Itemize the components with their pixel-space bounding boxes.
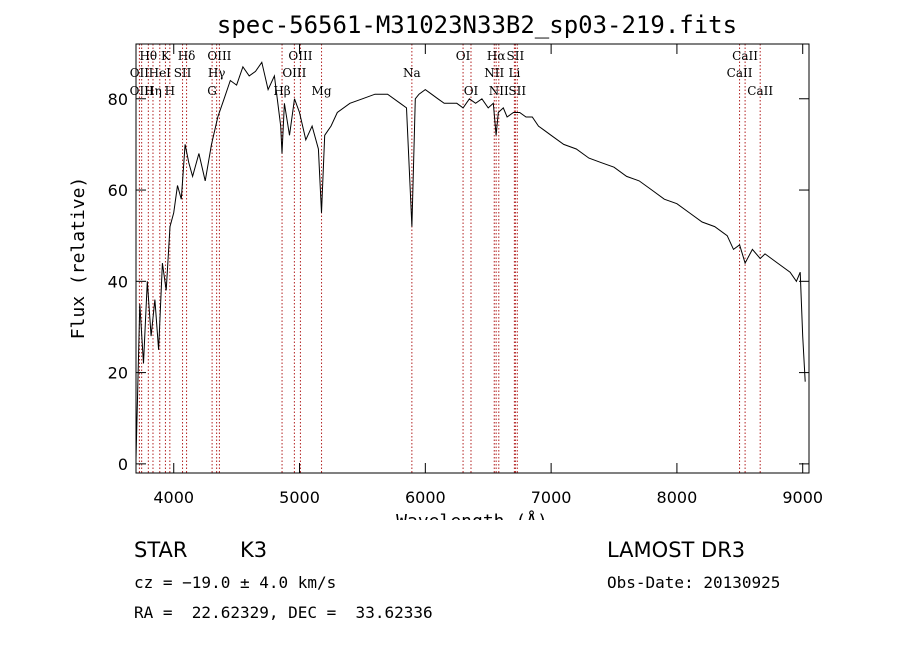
line-label: HeI: [149, 66, 172, 80]
line-label: Hβ: [273, 84, 290, 98]
line-label: NII: [489, 84, 509, 98]
y-tick-label: 0: [118, 455, 128, 474]
line-label: Hα: [487, 49, 506, 63]
line-label: Hγ: [208, 66, 226, 80]
y-axis-ticks: 0 20 40 60 80: [108, 90, 809, 474]
y-tick-label: 40: [108, 272, 128, 291]
line-label: K: [161, 49, 171, 63]
x-tick-label: 8000: [657, 488, 698, 507]
object-subclass: K3: [240, 538, 268, 562]
line-label: NII: [484, 66, 504, 80]
line-label: OII: [130, 66, 150, 80]
line-label: SII: [508, 84, 526, 98]
line-label: OI: [456, 49, 471, 63]
line-label: Hθ: [139, 49, 157, 63]
redshift-cz: cz = −19.0 ± 4.0 km/s: [134, 573, 337, 592]
y-axis-label: Flux (relative): [68, 177, 89, 340]
line-label: OIII: [288, 49, 312, 63]
x-axis-label: Wavelength (Å): [396, 510, 548, 520]
x-axis-ticks: 4000 5000 6000 7000 8000 9000: [153, 44, 823, 507]
line-label: Mg: [312, 84, 332, 98]
line-label: Hδ: [178, 49, 196, 63]
object-class: STAR: [134, 538, 188, 562]
x-tick-label: 6000: [405, 488, 446, 507]
line-label: SII: [507, 49, 525, 63]
y-tick-label: 80: [108, 90, 128, 109]
spectral-line-markers: [138, 44, 761, 473]
line-label: SII: [174, 66, 192, 80]
line-label: CaII: [727, 66, 753, 80]
line-label: OIII: [282, 66, 306, 80]
y-tick-label: 20: [108, 364, 128, 383]
ra-dec: RA = 22.62329, DEC = 33.62336: [134, 603, 433, 622]
spectrum-chart: spec-56561-M31023N33B2_sp03-219.fits Hθ O…: [68, 11, 823, 520]
obs-date: Obs-Date: 20130925: [607, 573, 781, 592]
plot-frame: [135, 43, 810, 474]
line-label: H: [165, 84, 175, 98]
flux-series-line: [135, 61, 806, 460]
x-tick-label: 9000: [782, 488, 823, 507]
chart-title: spec-56561-M31023N33B2_sp03-219.fits: [217, 11, 737, 39]
y-tick-label: 60: [108, 181, 128, 200]
x-tick-label: 7000: [531, 488, 572, 507]
survey-name: LAMOST DR3: [607, 538, 746, 562]
x-tick-label: 4000: [153, 488, 194, 507]
line-label: Hη: [144, 84, 162, 98]
line-label: OI: [464, 84, 479, 98]
line-label: Li: [508, 66, 520, 80]
line-label: CaII: [747, 84, 773, 98]
line-label: Na: [403, 66, 421, 80]
line-label: OIII: [207, 49, 231, 63]
line-label: CaII: [732, 49, 758, 63]
x-tick-label: 5000: [279, 488, 320, 507]
line-label: G: [207, 84, 217, 98]
